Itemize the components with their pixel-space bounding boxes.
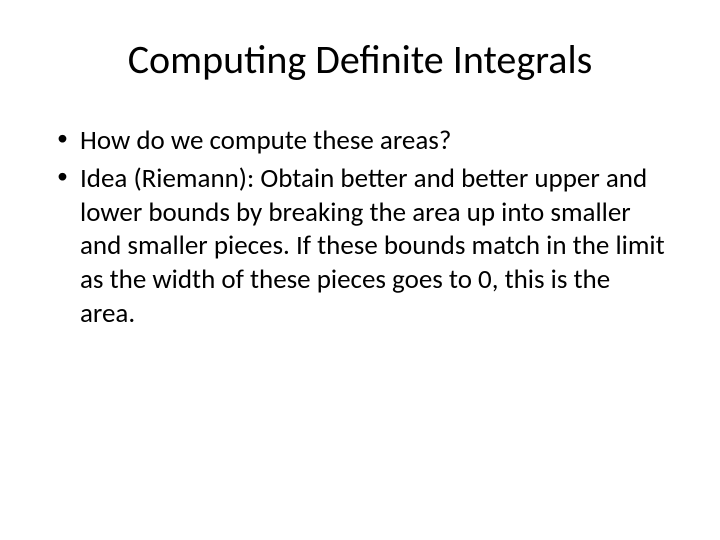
- bullet-list: How do we compute these areas? Idea (Rie…: [50, 124, 670, 331]
- slide-title: Computing Definite Integrals: [50, 35, 670, 84]
- bullet-item: How do we compute these areas?: [50, 124, 670, 158]
- bullet-item: Idea (Riemann): Obtain better and better…: [50, 162, 670, 331]
- slide-container: Computing Definite Integrals How do we c…: [0, 0, 720, 540]
